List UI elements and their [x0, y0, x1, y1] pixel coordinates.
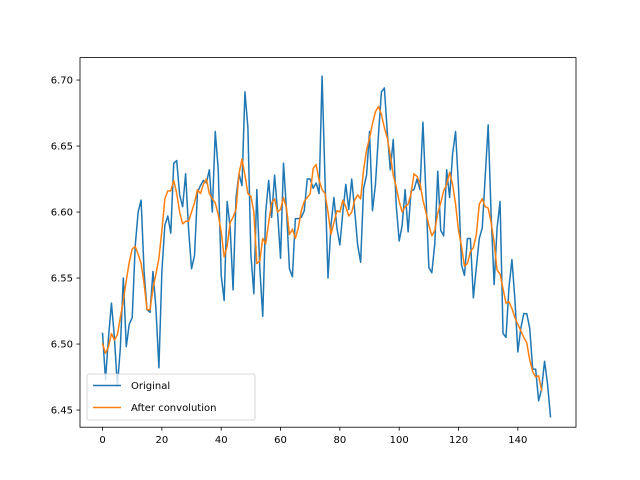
x-tick-label: 40	[215, 435, 228, 446]
x-tick-label: 120	[449, 435, 468, 446]
legend: Original After convolution	[86, 373, 256, 421]
series-line-after-convolution	[101, 105, 543, 392]
series-layer	[101, 75, 552, 418]
legend-label-original: Original	[131, 381, 170, 392]
series-line-original	[101, 75, 552, 418]
plot-area	[80, 57, 576, 428]
x-tick-label: 0	[99, 435, 105, 446]
x-tick-label: 80	[333, 435, 346, 446]
legend-label-after-convolution: After convolution	[131, 403, 216, 414]
y-tick-label: 6.55	[51, 274, 73, 285]
y-tick-label: 6.60	[51, 208, 73, 219]
x-tick-label: 100	[390, 435, 409, 446]
x-tick-label: 20	[156, 435, 169, 446]
plot-frame	[79, 57, 577, 428]
y-tick-label: 6.65	[51, 142, 73, 153]
axes-layer: 0 20 40 60 80 100 120 140 6.45 6.50 6.55 6.60 6.65 6.…	[51, 76, 528, 447]
legend-box	[86, 373, 256, 421]
x-tick-label: 140	[508, 435, 527, 446]
y-tick-label: 6.45	[51, 406, 73, 417]
y-tick-label: 6.50	[51, 340, 73, 351]
y-tick-label: 6.70	[51, 76, 73, 87]
x-tick-label: 60	[274, 435, 287, 446]
